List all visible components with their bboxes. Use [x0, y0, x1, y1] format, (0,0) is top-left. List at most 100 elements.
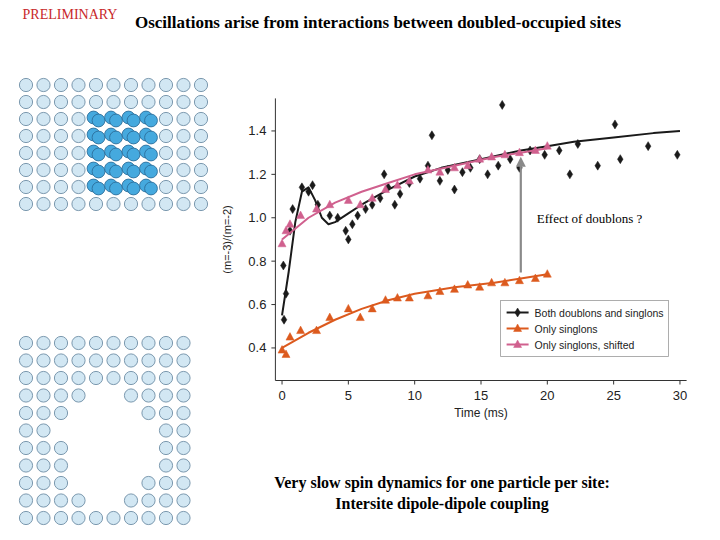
- lattice-site: [159, 424, 172, 437]
- lattice-site: [177, 494, 190, 507]
- x-tick-label: 15: [474, 388, 488, 403]
- lattice-site: [37, 441, 50, 454]
- data-point: [327, 211, 333, 220]
- data-point: [501, 278, 509, 286]
- data-point: [542, 150, 548, 159]
- y-tick-label: 1.4: [248, 123, 266, 138]
- y-tick-label: 1.2: [248, 167, 266, 182]
- data-point: [450, 163, 458, 171]
- lattice-site: [54, 163, 67, 176]
- lattice-site: [19, 197, 32, 210]
- lattice-site: [194, 112, 207, 125]
- lattice-site: [37, 197, 50, 210]
- data-point: [306, 187, 312, 196]
- lattice-site: [124, 95, 137, 108]
- lattice-site: [89, 371, 102, 384]
- lattice-particle: [127, 165, 140, 178]
- lattice-site: [159, 197, 172, 210]
- lattice-site: [89, 197, 102, 210]
- lattice-particle: [145, 131, 158, 144]
- lattice-site: [37, 494, 50, 507]
- lattice-site: [37, 78, 50, 91]
- data-point: [377, 194, 383, 203]
- data-point: [368, 194, 376, 202]
- lattice-particle: [127, 131, 140, 144]
- legend: Both doublons and singlonsOnly singlonsO…: [501, 301, 669, 357]
- lattice-site: [142, 95, 155, 108]
- lattice-site: [194, 95, 207, 108]
- x-tick: [547, 381, 548, 385]
- legend-marker: [515, 308, 521, 317]
- lattice-particle: [92, 148, 105, 161]
- data-point: [350, 220, 356, 229]
- lattice-site: [19, 95, 32, 108]
- legend-label: Both doublons and singlons: [535, 307, 664, 319]
- lattice-site: [177, 163, 190, 176]
- lattice-site: [177, 441, 190, 454]
- legend-marker: [514, 340, 522, 348]
- lattice-site: [142, 371, 155, 384]
- lattice-site: [177, 95, 190, 108]
- lattice-site: [72, 129, 85, 142]
- lattice-site: [37, 336, 50, 349]
- lattice-site: [89, 354, 102, 367]
- lattice-site: [177, 424, 190, 437]
- lattice-site: [37, 371, 50, 384]
- x-tick-label: 0: [278, 388, 285, 403]
- data-point: [476, 155, 484, 163]
- lattice-site: [37, 354, 50, 367]
- lattice-site: [159, 129, 172, 142]
- data-point: [278, 239, 286, 247]
- data-point: [567, 170, 573, 179]
- lattice-site: [124, 389, 137, 402]
- y-tick-label: 0.6: [248, 297, 266, 312]
- data-point: [356, 313, 364, 321]
- data-point: [531, 274, 539, 282]
- lattice-site: [177, 180, 190, 193]
- lattice-particle: [145, 182, 158, 195]
- lattice-site: [37, 406, 50, 419]
- data-point: [464, 281, 472, 289]
- lattice-site: [159, 354, 172, 367]
- lattice-site: [19, 476, 32, 489]
- lattice-site: [194, 163, 207, 176]
- lattice-site: [177, 476, 190, 489]
- lattice-site: [107, 511, 120, 524]
- lattice-site: [177, 146, 190, 159]
- lattice-site: [194, 78, 207, 91]
- data-point: [405, 176, 413, 184]
- lattice-site: [89, 336, 102, 349]
- lattice-site: [159, 163, 172, 176]
- lattice-site: [37, 389, 50, 402]
- lattice-site: [54, 129, 67, 142]
- data-point: [556, 146, 562, 155]
- y-tick: [271, 217, 275, 218]
- annotation-arrowhead: [516, 157, 526, 167]
- data-point: [286, 220, 294, 228]
- lattice-site: [194, 197, 207, 210]
- lattice-site: [142, 336, 155, 349]
- data-point: [282, 350, 290, 358]
- lattice-site: [142, 494, 155, 507]
- lattice-site: [54, 511, 67, 524]
- data-point: [495, 161, 501, 170]
- lattice-site: [72, 354, 85, 367]
- series: [278, 142, 551, 247]
- lattice-site: [54, 441, 67, 454]
- data-point: [344, 196, 352, 204]
- data-point: [437, 176, 443, 185]
- y-tick-label: 0.4: [248, 340, 266, 355]
- lattice-particle: [92, 114, 105, 127]
- x-tick: [613, 381, 614, 385]
- data-point: [507, 155, 513, 164]
- lattice-site: [19, 163, 32, 176]
- data-point: [297, 326, 305, 334]
- lattice-site: [54, 180, 67, 193]
- lattice-site: [19, 129, 32, 142]
- data-point: [460, 168, 466, 177]
- data-point: [476, 283, 484, 291]
- annotation-bg: [533, 208, 661, 228]
- lattice-site: [124, 78, 137, 91]
- data-point: [283, 289, 289, 298]
- lattice-site: [19, 146, 32, 159]
